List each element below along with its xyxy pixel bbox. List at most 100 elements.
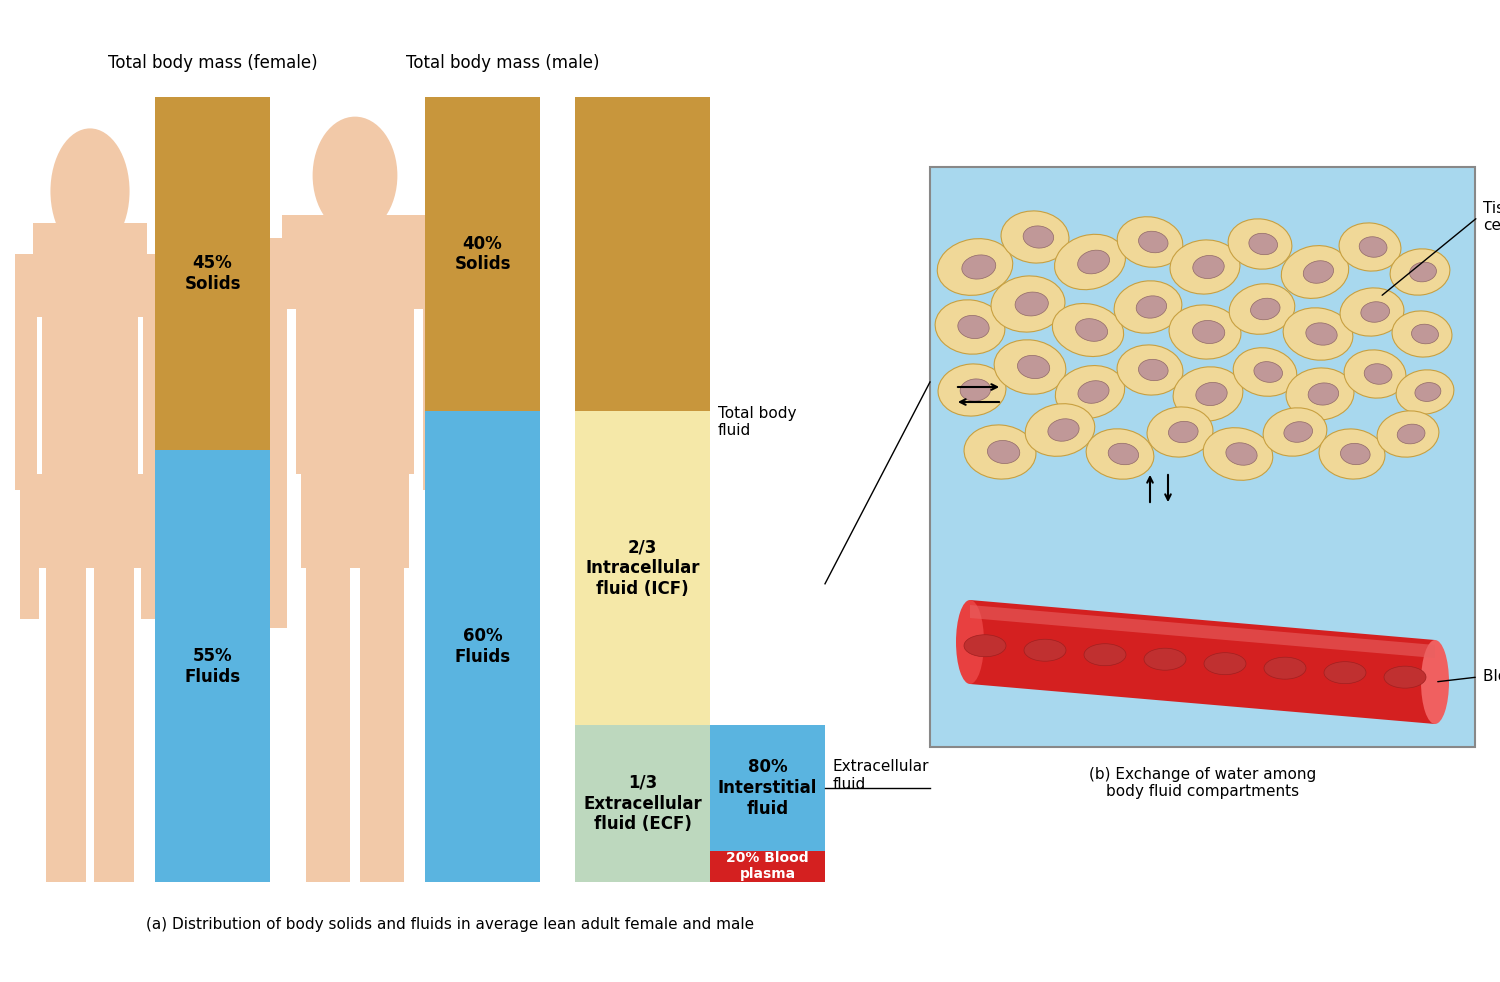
Bar xyxy=(574,97,710,411)
Ellipse shape xyxy=(1226,443,1257,465)
Ellipse shape xyxy=(1250,234,1278,254)
Bar xyxy=(15,254,38,489)
Ellipse shape xyxy=(1168,421,1198,443)
Ellipse shape xyxy=(964,425,1036,479)
Text: Total body
fluid: Total body fluid xyxy=(718,406,797,438)
Ellipse shape xyxy=(934,300,1005,355)
Ellipse shape xyxy=(1304,261,1334,283)
Bar xyxy=(302,458,410,568)
Ellipse shape xyxy=(1148,407,1214,457)
Bar xyxy=(424,97,540,411)
Ellipse shape xyxy=(1196,382,1227,406)
Ellipse shape xyxy=(1228,219,1292,269)
Ellipse shape xyxy=(1384,666,1426,688)
Ellipse shape xyxy=(1084,644,1126,666)
Bar xyxy=(264,482,286,627)
Bar xyxy=(261,239,286,489)
Ellipse shape xyxy=(1340,223,1401,271)
Text: 2/3
Intracellular
fluid (ICF): 2/3 Intracellular fluid (ICF) xyxy=(585,538,699,598)
Ellipse shape xyxy=(1359,237,1388,257)
PathPatch shape xyxy=(970,600,1436,724)
Ellipse shape xyxy=(1412,324,1438,344)
Bar xyxy=(33,223,147,317)
Bar xyxy=(360,568,405,882)
Ellipse shape xyxy=(958,315,988,339)
Ellipse shape xyxy=(1192,255,1224,279)
Ellipse shape xyxy=(1078,381,1108,404)
Ellipse shape xyxy=(1392,311,1452,357)
Bar xyxy=(42,301,138,489)
Bar xyxy=(20,477,39,619)
Bar xyxy=(296,286,414,473)
Ellipse shape xyxy=(992,276,1065,332)
Ellipse shape xyxy=(1017,355,1050,379)
Bar xyxy=(423,239,448,489)
Ellipse shape xyxy=(987,441,1020,464)
Ellipse shape xyxy=(1251,299,1280,320)
Bar xyxy=(46,568,86,882)
Text: (a) Distribution of body solids and fluids in average lean adult female and male: (a) Distribution of body solids and flui… xyxy=(146,916,754,932)
Ellipse shape xyxy=(1053,303,1124,356)
Ellipse shape xyxy=(1414,383,1442,402)
Ellipse shape xyxy=(1282,307,1353,360)
Bar xyxy=(282,215,428,309)
Ellipse shape xyxy=(1340,288,1404,336)
Ellipse shape xyxy=(1118,345,1184,395)
Ellipse shape xyxy=(1023,226,1053,248)
Ellipse shape xyxy=(1286,368,1354,420)
Ellipse shape xyxy=(960,379,990,401)
Text: 60%
Fluids: 60% Fluids xyxy=(454,627,510,666)
Bar xyxy=(141,477,160,619)
Bar xyxy=(424,411,540,882)
Bar xyxy=(154,97,270,451)
Ellipse shape xyxy=(1170,240,1240,294)
Ellipse shape xyxy=(1228,284,1294,334)
Ellipse shape xyxy=(1204,653,1246,675)
Ellipse shape xyxy=(1138,359,1168,381)
Text: Extracellular
fluid: Extracellular fluid xyxy=(833,759,930,791)
Ellipse shape xyxy=(1016,292,1048,316)
Ellipse shape xyxy=(1284,421,1312,442)
Ellipse shape xyxy=(1420,640,1449,724)
Bar xyxy=(710,725,825,850)
Bar xyxy=(154,451,270,882)
Ellipse shape xyxy=(1024,639,1066,661)
Ellipse shape xyxy=(1263,408,1328,457)
Ellipse shape xyxy=(964,634,1006,657)
Text: 80%
Interstitial
fluid: 80% Interstitial fluid xyxy=(718,758,818,818)
Text: Total body mass (female): Total body mass (female) xyxy=(108,54,318,72)
Text: Blood capillary: Blood capillary xyxy=(1484,670,1500,684)
Bar xyxy=(80,223,100,254)
Bar xyxy=(930,167,1474,747)
Text: 1/3
Extracellular
fluid (ECF): 1/3 Extracellular fluid (ECF) xyxy=(584,774,702,834)
Ellipse shape xyxy=(1144,648,1186,670)
Ellipse shape xyxy=(1118,217,1184,267)
Bar xyxy=(142,254,165,489)
Ellipse shape xyxy=(1114,281,1182,333)
Ellipse shape xyxy=(51,129,129,254)
Ellipse shape xyxy=(1308,383,1338,406)
Ellipse shape xyxy=(1048,418,1078,441)
Ellipse shape xyxy=(1390,248,1450,296)
Text: 20% Blood
plasma: 20% Blood plasma xyxy=(726,851,809,882)
Bar xyxy=(94,568,134,882)
PathPatch shape xyxy=(970,605,1436,658)
Text: 55%
Fluids: 55% Fluids xyxy=(184,647,240,685)
Text: Total body mass (male): Total body mass (male) xyxy=(405,54,598,72)
Ellipse shape xyxy=(1136,296,1167,318)
Ellipse shape xyxy=(1377,410,1438,458)
Ellipse shape xyxy=(1203,428,1274,480)
Ellipse shape xyxy=(1344,350,1406,398)
Ellipse shape xyxy=(1168,305,1240,359)
Ellipse shape xyxy=(1281,246,1348,299)
Ellipse shape xyxy=(1077,250,1110,274)
Ellipse shape xyxy=(956,600,984,684)
Bar xyxy=(306,568,351,882)
Ellipse shape xyxy=(1054,235,1125,290)
Text: Tissue
cells: Tissue cells xyxy=(1484,200,1500,233)
Bar xyxy=(426,482,448,627)
Ellipse shape xyxy=(1192,320,1225,344)
Ellipse shape xyxy=(1396,370,1454,414)
Ellipse shape xyxy=(938,364,1006,416)
Ellipse shape xyxy=(1306,323,1336,345)
